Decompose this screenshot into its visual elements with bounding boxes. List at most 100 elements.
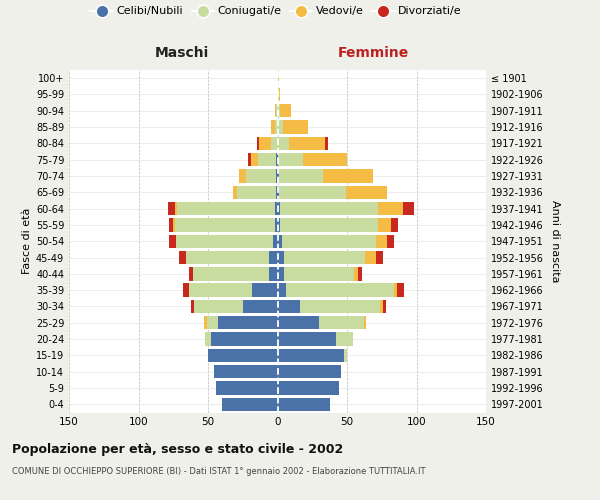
Bar	[169, 234, 176, 248]
Bar	[277, 234, 281, 248]
Bar	[277, 267, 284, 280]
Bar	[319, 316, 364, 330]
Bar	[280, 202, 377, 215]
Bar	[284, 251, 365, 264]
Bar	[279, 88, 280, 101]
Bar	[346, 186, 388, 199]
Bar	[279, 170, 323, 182]
Bar	[222, 398, 277, 411]
Bar	[281, 234, 376, 248]
Bar	[179, 251, 186, 264]
Bar	[380, 300, 383, 313]
Bar	[245, 170, 276, 182]
Bar	[354, 267, 358, 280]
Bar	[277, 348, 344, 362]
Bar	[248, 153, 251, 166]
Bar	[251, 153, 258, 166]
Text: COMUNE DI OCCHIEPPO SUPERIORE (BI) - Dati ISTAT 1° gennaio 2002 - Elaborazione T: COMUNE DI OCCHIEPPO SUPERIORE (BI) - Dat…	[12, 468, 425, 476]
Bar	[257, 136, 259, 150]
Bar	[277, 398, 331, 411]
Bar	[391, 218, 398, 232]
Bar	[176, 234, 274, 248]
Bar	[193, 267, 269, 280]
Bar	[194, 300, 243, 313]
Bar	[283, 120, 308, 134]
Bar	[276, 104, 277, 118]
Bar	[277, 316, 319, 330]
Bar	[277, 202, 280, 215]
Bar	[277, 382, 338, 394]
Bar	[271, 120, 275, 134]
Bar	[214, 365, 277, 378]
Bar	[211, 332, 277, 346]
Bar	[269, 251, 277, 264]
Bar	[277, 284, 286, 297]
Bar	[169, 218, 173, 232]
Bar	[275, 104, 276, 118]
Bar	[275, 202, 277, 215]
Bar	[243, 300, 277, 313]
Bar	[277, 88, 279, 101]
Bar	[300, 300, 380, 313]
Bar	[344, 348, 347, 362]
Bar	[376, 251, 383, 264]
Text: Popolazione per età, sesso e stato civile - 2002: Popolazione per età, sesso e stato civil…	[12, 442, 343, 456]
Bar	[175, 218, 275, 232]
Text: Maschi: Maschi	[154, 46, 209, 60]
Bar	[277, 218, 280, 232]
Bar	[191, 300, 194, 313]
Bar	[275, 218, 277, 232]
Bar	[284, 267, 354, 280]
Bar	[377, 202, 403, 215]
Bar	[269, 267, 277, 280]
Bar	[167, 202, 175, 215]
Bar	[204, 316, 206, 330]
Bar	[277, 104, 280, 118]
Bar	[279, 186, 346, 199]
Bar	[276, 186, 277, 199]
Bar	[377, 218, 391, 232]
Bar	[277, 300, 300, 313]
Bar	[218, 316, 277, 330]
Bar	[277, 153, 302, 166]
Bar	[277, 186, 279, 199]
Bar	[183, 284, 188, 297]
Bar	[323, 170, 373, 182]
Bar	[178, 202, 275, 215]
Bar	[277, 72, 279, 85]
Bar	[394, 284, 397, 297]
Bar	[271, 136, 277, 150]
Bar	[277, 136, 289, 150]
Bar	[277, 365, 341, 378]
Bar	[274, 234, 277, 248]
Bar	[237, 186, 276, 199]
Legend: Celibi/Nubili, Coniugati/e, Vedovi/e, Divorziati/e: Celibi/Nubili, Coniugati/e, Vedovi/e, Di…	[87, 3, 465, 20]
Bar	[188, 267, 193, 280]
Bar	[217, 382, 277, 394]
Bar	[280, 218, 377, 232]
Bar	[286, 284, 394, 297]
Bar	[276, 153, 277, 166]
Bar	[325, 136, 328, 150]
Bar	[186, 251, 269, 264]
Bar	[289, 136, 325, 150]
Bar	[206, 316, 218, 330]
Bar	[364, 316, 367, 330]
Bar	[188, 284, 253, 297]
Bar	[403, 202, 414, 215]
Bar	[376, 234, 388, 248]
Y-axis label: Anni di nascita: Anni di nascita	[550, 200, 560, 282]
Bar	[388, 234, 394, 248]
Bar	[277, 251, 284, 264]
Bar	[277, 332, 336, 346]
Y-axis label: Fasce di età: Fasce di età	[22, 208, 32, 274]
Bar	[276, 170, 277, 182]
Bar	[275, 120, 277, 134]
Bar	[259, 136, 271, 150]
Bar	[277, 120, 283, 134]
Text: Femmine: Femmine	[338, 46, 409, 60]
Bar	[336, 332, 353, 346]
Bar	[253, 284, 277, 297]
Bar	[280, 104, 292, 118]
Bar	[175, 202, 178, 215]
